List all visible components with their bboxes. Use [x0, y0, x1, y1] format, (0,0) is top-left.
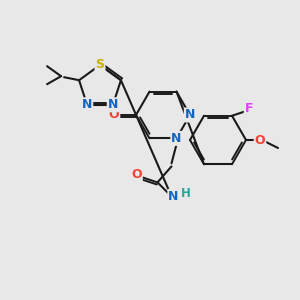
Text: N: N — [171, 132, 182, 145]
Text: O: O — [131, 168, 142, 181]
Text: O: O — [109, 109, 119, 122]
Text: O: O — [255, 134, 265, 146]
Text: N: N — [108, 98, 118, 111]
Text: S: S — [95, 58, 104, 71]
Text: H: H — [181, 187, 190, 200]
Text: N: N — [168, 190, 179, 203]
Text: F: F — [245, 102, 253, 115]
Text: N: N — [185, 109, 195, 122]
Text: N: N — [82, 98, 92, 111]
